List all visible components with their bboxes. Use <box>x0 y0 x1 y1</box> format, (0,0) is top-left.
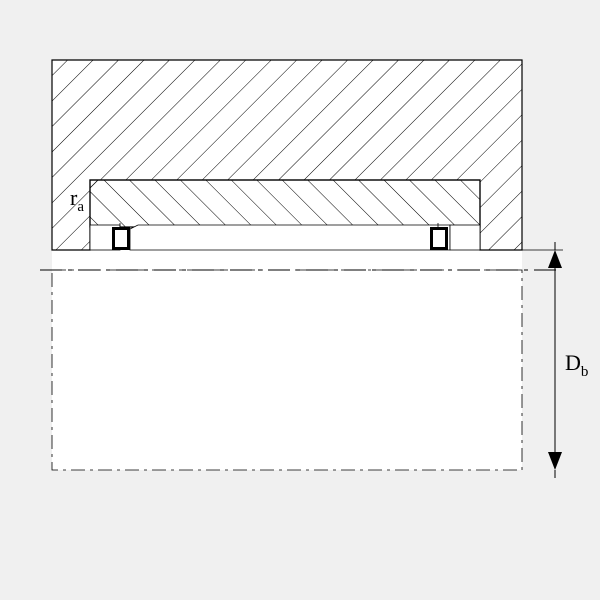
inner-ring-section <box>90 180 480 227</box>
